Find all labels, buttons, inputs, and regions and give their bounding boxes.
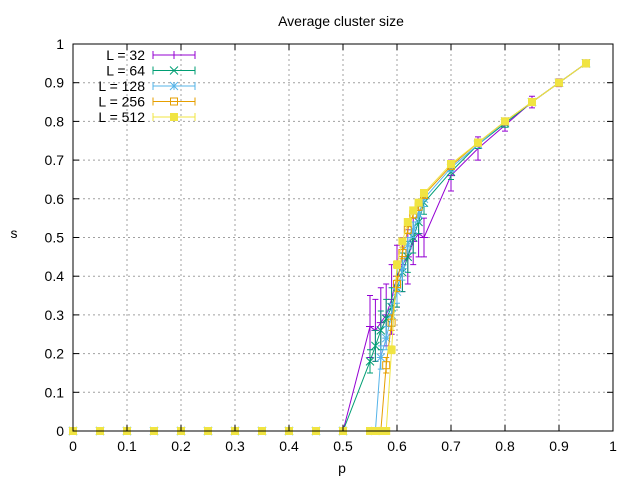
legend-entry: L = 64: [106, 63, 196, 79]
data-point: [393, 279, 401, 288]
data-point: [393, 260, 401, 269]
data-point: [398, 264, 407, 273]
x-tick-label: 0.7: [441, 438, 461, 454]
data-point: [387, 345, 396, 354]
data-point: [382, 361, 391, 370]
data-point: [403, 225, 412, 234]
data-point: [420, 233, 428, 242]
y-axis-label: s: [11, 225, 18, 241]
y-tick-label: 0.3: [45, 307, 65, 323]
data-point: [381, 333, 391, 343]
legend-errorbar: [152, 113, 196, 121]
legend-errorbar: [152, 82, 196, 90]
x-tick-label: 0.6: [387, 438, 407, 454]
legend-label: L = 64: [106, 63, 145, 79]
data-point: [528, 98, 536, 107]
ticks: 0 0.1 0.2 0.3 0.4 0.5 0.6 0.7 0.8 0.9 1 0 0.1 0.2 0.3 0…: [45, 36, 618, 454]
error-bar: [383, 356, 390, 374]
y-tick-label: 0.5: [45, 230, 65, 246]
legend-errorbar: [152, 66, 196, 75]
y-tick-label: 0.1: [45, 384, 65, 400]
y-tick-label: 0.4: [45, 268, 65, 284]
legend-label: L = 512: [98, 109, 145, 125]
data-point: [398, 237, 407, 246]
data-point: [403, 218, 412, 227]
legend-marker: [170, 51, 178, 59]
data-point: [403, 240, 413, 250]
y-tick-label: 0.7: [45, 152, 65, 168]
legend-marker: [170, 113, 178, 121]
legend-errorbar: [152, 51, 196, 59]
legend-marker: [169, 66, 179, 75]
y-tick-label: 0.2: [45, 346, 65, 362]
x-tick-label: 0.1: [117, 438, 137, 454]
data-point: [387, 318, 396, 327]
y-tick-label: 1: [56, 36, 64, 52]
data-point: [414, 209, 423, 219]
x-tick-label: 1: [609, 438, 617, 454]
legend-entry: L = 128: [98, 78, 196, 94]
y-tick-label: 0.9: [45, 75, 65, 91]
x-axis-label: p: [338, 460, 346, 476]
data-point: [555, 78, 563, 87]
data-point: [366, 322, 374, 331]
data-point: [376, 353, 386, 362]
data-point: [474, 138, 482, 147]
x-tick-label: 0.4: [279, 438, 299, 454]
data-point: [376, 326, 386, 335]
x-tick-label: 0.5: [333, 438, 353, 454]
data-point: [403, 252, 413, 262]
data-point: [501, 117, 509, 126]
legend-marker: [170, 97, 178, 106]
legend-entry: L = 512: [98, 109, 196, 125]
data-point: [365, 356, 375, 366]
legend-marker: [169, 81, 179, 91]
data-point: [371, 341, 380, 351]
y-tick-label: 0.8: [45, 113, 65, 129]
data-point: [381, 314, 391, 324]
legend-label: L = 256: [98, 94, 145, 110]
x-tick-label: 0.9: [549, 438, 569, 454]
chart-title: Average cluster size: [278, 13, 404, 29]
legend-entry: L = 256: [98, 94, 196, 110]
data-point: [582, 59, 590, 68]
x-tick-label: 0.2: [171, 438, 191, 454]
legend-errorbar: [152, 97, 196, 106]
data-point: [409, 206, 418, 215]
x-tick-label: 0: [69, 438, 77, 454]
grid: [73, 44, 613, 431]
legend-label: L = 32: [106, 47, 145, 63]
data-point: [420, 188, 428, 197]
data-point: [447, 159, 455, 168]
x-tick-label: 0.3: [225, 438, 245, 454]
legend-entry: L = 32: [106, 47, 196, 63]
data-point: [398, 248, 407, 257]
data-point: [408, 225, 418, 235]
data-point: [414, 198, 423, 207]
legend-label: L = 128: [98, 78, 145, 94]
y-tick-label: 0.6: [45, 191, 65, 207]
x-tick-label: 0.8: [495, 438, 515, 454]
y-tick-label: 0: [56, 423, 64, 439]
